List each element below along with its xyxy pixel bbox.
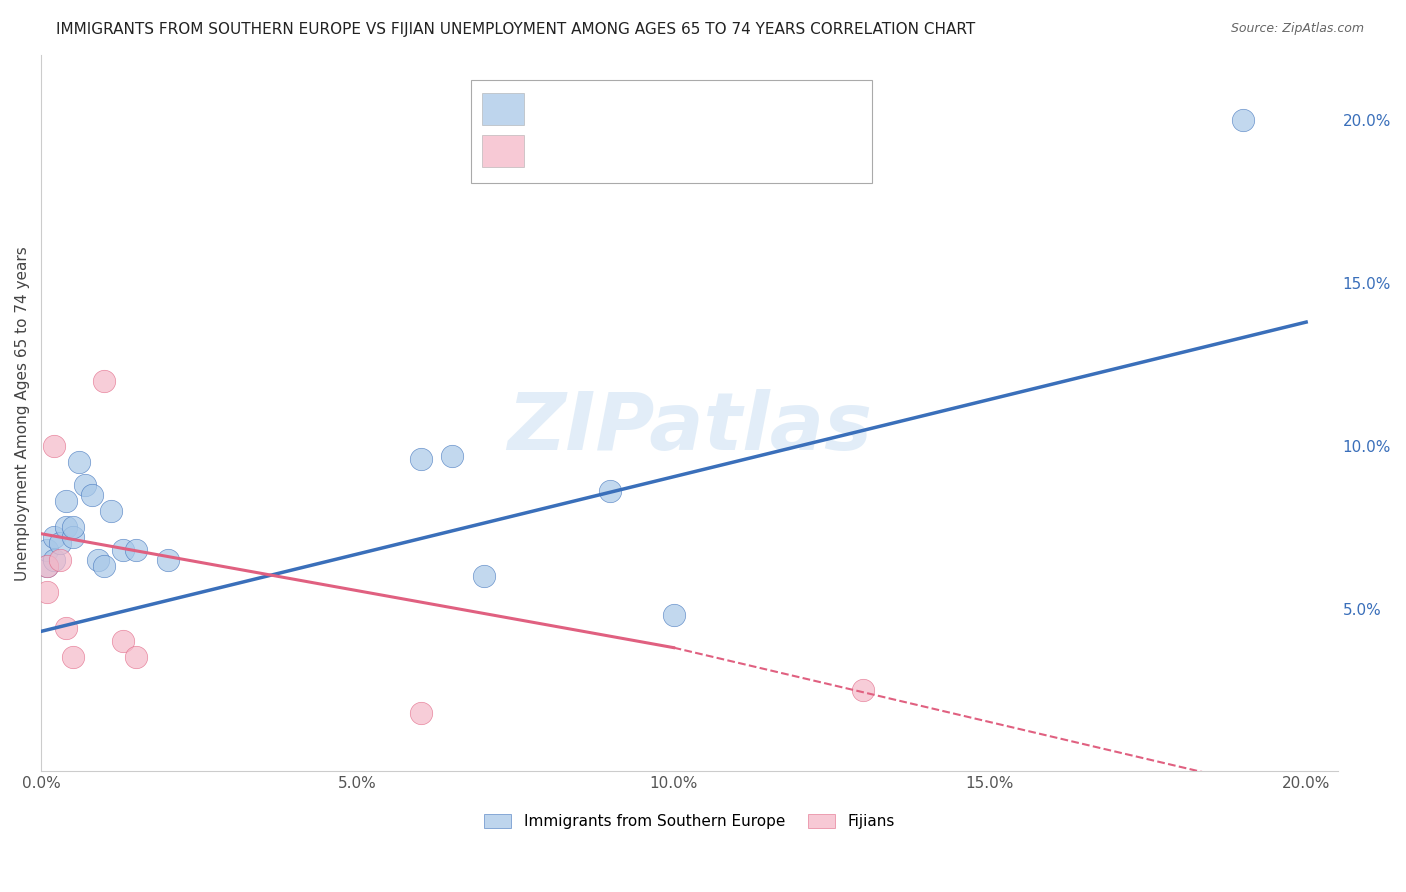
Point (93, 374, 115, 388)
Point (1232, 113, 1254, 128)
Point (852, 683, 875, 698)
Point (37, 543, 59, 558)
Text: IMMIGRANTS FROM SOUTHERN EUROPE VS FIJIAN UNEMPLOYMENT AMONG AGES 65 TO 74 YEARS: IMMIGRANTS FROM SOUTHERN EUROPE VS FIJIA… (56, 22, 976, 37)
Text: 24: 24 (699, 102, 721, 116)
Text: N =: N = (654, 144, 690, 158)
Point (37, 559, 59, 574)
Point (55, 621, 77, 635)
Point (55, 494, 77, 508)
Text: -0.316: -0.316 (579, 144, 637, 158)
Point (62, 530, 84, 544)
Point (55, 520, 77, 534)
Text: 0.511: 0.511 (579, 102, 630, 116)
Legend: Immigrants from Southern Europe, Fijians: Immigrants from Southern Europe, Fijians (478, 808, 901, 835)
Text: R =: R = (534, 144, 569, 158)
Point (112, 634, 135, 648)
Point (441, 449, 464, 463)
Point (125, 543, 148, 558)
Point (37, 585, 59, 599)
Point (42, 553, 65, 567)
Point (80, 488, 103, 502)
Y-axis label: Unemployment Among Ages 65 to 74 years: Unemployment Among Ages 65 to 74 years (15, 246, 30, 581)
Point (112, 543, 135, 558)
Text: 11: 11 (699, 144, 721, 158)
Point (93, 559, 115, 574)
Point (42, 439, 65, 453)
Point (62, 650, 84, 665)
Point (87, 553, 110, 567)
Point (42, 530, 65, 544)
Point (599, 484, 621, 499)
Point (409, 706, 432, 720)
Point (100, 504, 122, 518)
Point (662, 608, 685, 623)
Point (37, 559, 59, 574)
Point (156, 553, 179, 567)
Point (409, 451, 432, 466)
Text: N =: N = (654, 102, 690, 116)
Point (62, 520, 84, 534)
Point (49, 553, 72, 567)
Text: ZIPatlas: ZIPatlas (508, 389, 872, 467)
Point (67, 455, 90, 469)
Text: Source: ZipAtlas.com: Source: ZipAtlas.com (1230, 22, 1364, 36)
Point (125, 650, 148, 665)
Point (75, 478, 97, 492)
Point (472, 569, 495, 583)
Text: R =: R = (534, 102, 569, 116)
Point (49, 536, 72, 550)
